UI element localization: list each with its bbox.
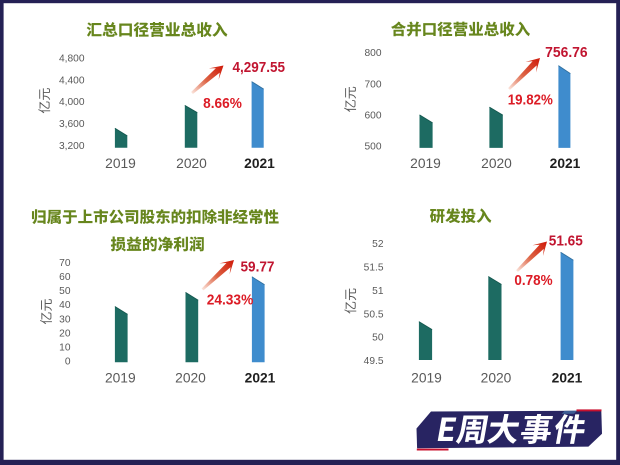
svg-text:756.76: 756.76 xyxy=(545,45,588,61)
svg-text:3,200: 3,200 xyxy=(59,141,85,152)
svg-text:19.82%: 19.82% xyxy=(508,93,553,109)
svg-text:2021: 2021 xyxy=(550,156,581,171)
svg-text:700: 700 xyxy=(365,79,382,90)
svg-text:2019: 2019 xyxy=(105,156,136,171)
svg-text:8.66%: 8.66% xyxy=(203,96,242,112)
svg-text:2021: 2021 xyxy=(245,371,276,386)
svg-text:2019: 2019 xyxy=(105,371,136,386)
svg-text:50: 50 xyxy=(59,286,71,297)
svg-text:4,297.55: 4,297.55 xyxy=(233,60,286,76)
svg-text:51: 51 xyxy=(372,286,384,297)
svg-text:2020: 2020 xyxy=(481,371,512,386)
svg-text:2019: 2019 xyxy=(410,156,441,171)
svg-text:52: 52 xyxy=(372,239,384,250)
svg-text:600: 600 xyxy=(365,111,382,122)
svg-text:4,800: 4,800 xyxy=(59,53,85,64)
svg-text:4,400: 4,400 xyxy=(59,75,85,86)
svg-text:60: 60 xyxy=(59,272,71,283)
svg-text:70: 70 xyxy=(59,258,71,269)
svg-text:2020: 2020 xyxy=(175,371,206,386)
svg-text:4,000: 4,000 xyxy=(59,97,85,108)
svg-text:3,600: 3,600 xyxy=(59,119,85,130)
svg-text:51.5: 51.5 xyxy=(364,263,384,274)
svg-text:30: 30 xyxy=(59,314,71,325)
svg-text:800: 800 xyxy=(365,48,382,59)
svg-text:59.77: 59.77 xyxy=(241,259,275,275)
svg-text:2021: 2021 xyxy=(244,156,275,171)
svg-text:20: 20 xyxy=(59,328,71,339)
svg-text:2020: 2020 xyxy=(176,156,207,171)
svg-text:0: 0 xyxy=(65,357,71,368)
svg-text:2019: 2019 xyxy=(411,371,442,386)
svg-text:51.65: 51.65 xyxy=(549,233,583,249)
svg-text:10: 10 xyxy=(59,343,71,354)
svg-text:50: 50 xyxy=(372,333,384,344)
svg-text:40: 40 xyxy=(59,300,71,311)
svg-text:24.33%: 24.33% xyxy=(207,293,254,309)
svg-text:50.5: 50.5 xyxy=(364,309,384,320)
svg-text:0.78%: 0.78% xyxy=(514,273,552,289)
svg-text:49.5: 49.5 xyxy=(364,356,384,367)
svg-text:500: 500 xyxy=(365,142,382,153)
svg-text:2021: 2021 xyxy=(552,371,583,386)
svg-text:2020: 2020 xyxy=(481,156,512,171)
